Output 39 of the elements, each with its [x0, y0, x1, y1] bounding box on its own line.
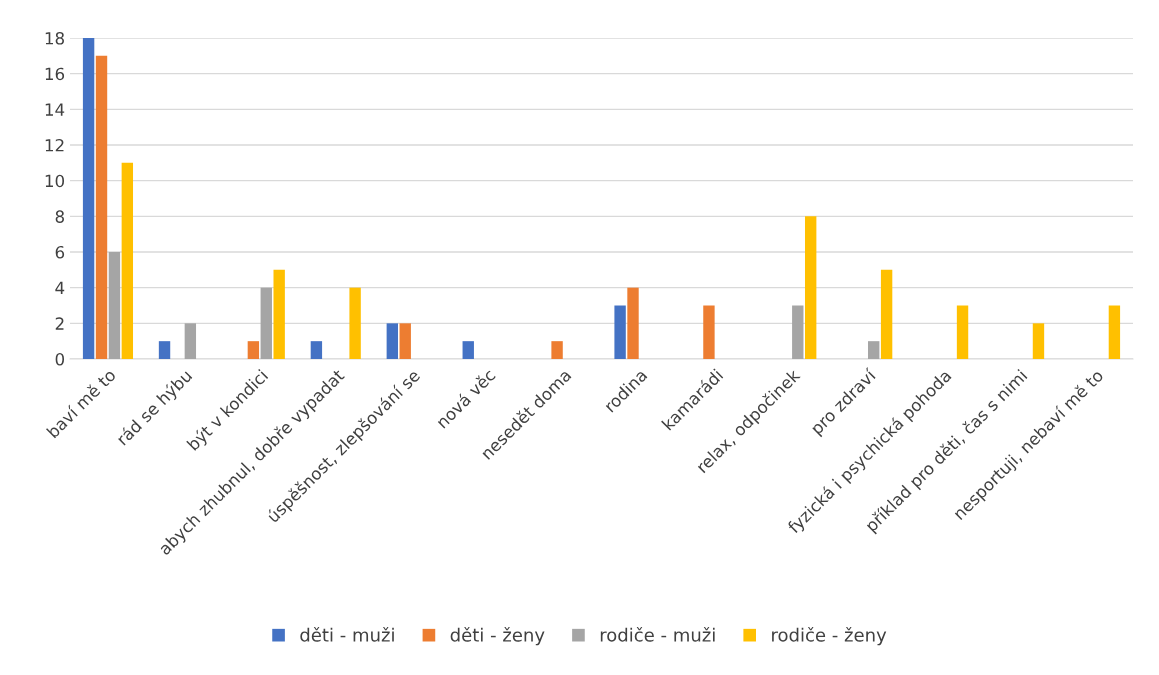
bar — [804, 216, 817, 359]
bar — [82, 38, 95, 359]
y-tick-label: 0 — [55, 352, 65, 366]
bar — [108, 252, 121, 359]
bar — [703, 305, 715, 359]
y-tick-label: 18 — [45, 31, 64, 45]
y-tick-label: 8 — [55, 210, 64, 223]
bar — [310, 341, 323, 359]
bar — [462, 341, 474, 359]
y-tick-label: 14 — [45, 103, 65, 116]
y-tick-label: 16 — [45, 67, 65, 81]
bar — [868, 341, 880, 359]
bar — [386, 323, 399, 359]
y-tick-label: 4 — [55, 281, 65, 294]
bar — [158, 341, 171, 359]
bar — [247, 341, 260, 359]
bar — [260, 287, 272, 359]
legend-label: rodiče - muži — [600, 627, 715, 642]
legend-label: děti - ženy — [450, 627, 545, 646]
y-tick-label: 10 — [45, 174, 65, 188]
bar — [880, 269, 893, 359]
bar — [1108, 305, 1121, 359]
bar — [184, 323, 197, 359]
legend-label: děti - muži — [300, 627, 394, 642]
y-tick-label: 6 — [55, 245, 65, 259]
y-tick-label: 12 — [45, 138, 64, 152]
bar — [95, 55, 108, 359]
bar — [273, 269, 285, 359]
bar — [614, 305, 626, 359]
bar — [1032, 323, 1045, 359]
bar — [956, 305, 969, 359]
bar — [551, 341, 563, 359]
bar — [349, 287, 361, 359]
bar — [121, 162, 134, 359]
legend-label: rodiče - ženy — [772, 627, 887, 646]
bar — [627, 287, 639, 359]
bar — [399, 323, 411, 359]
bar — [792, 305, 804, 359]
y-tick-label: 2 — [55, 317, 64, 330]
